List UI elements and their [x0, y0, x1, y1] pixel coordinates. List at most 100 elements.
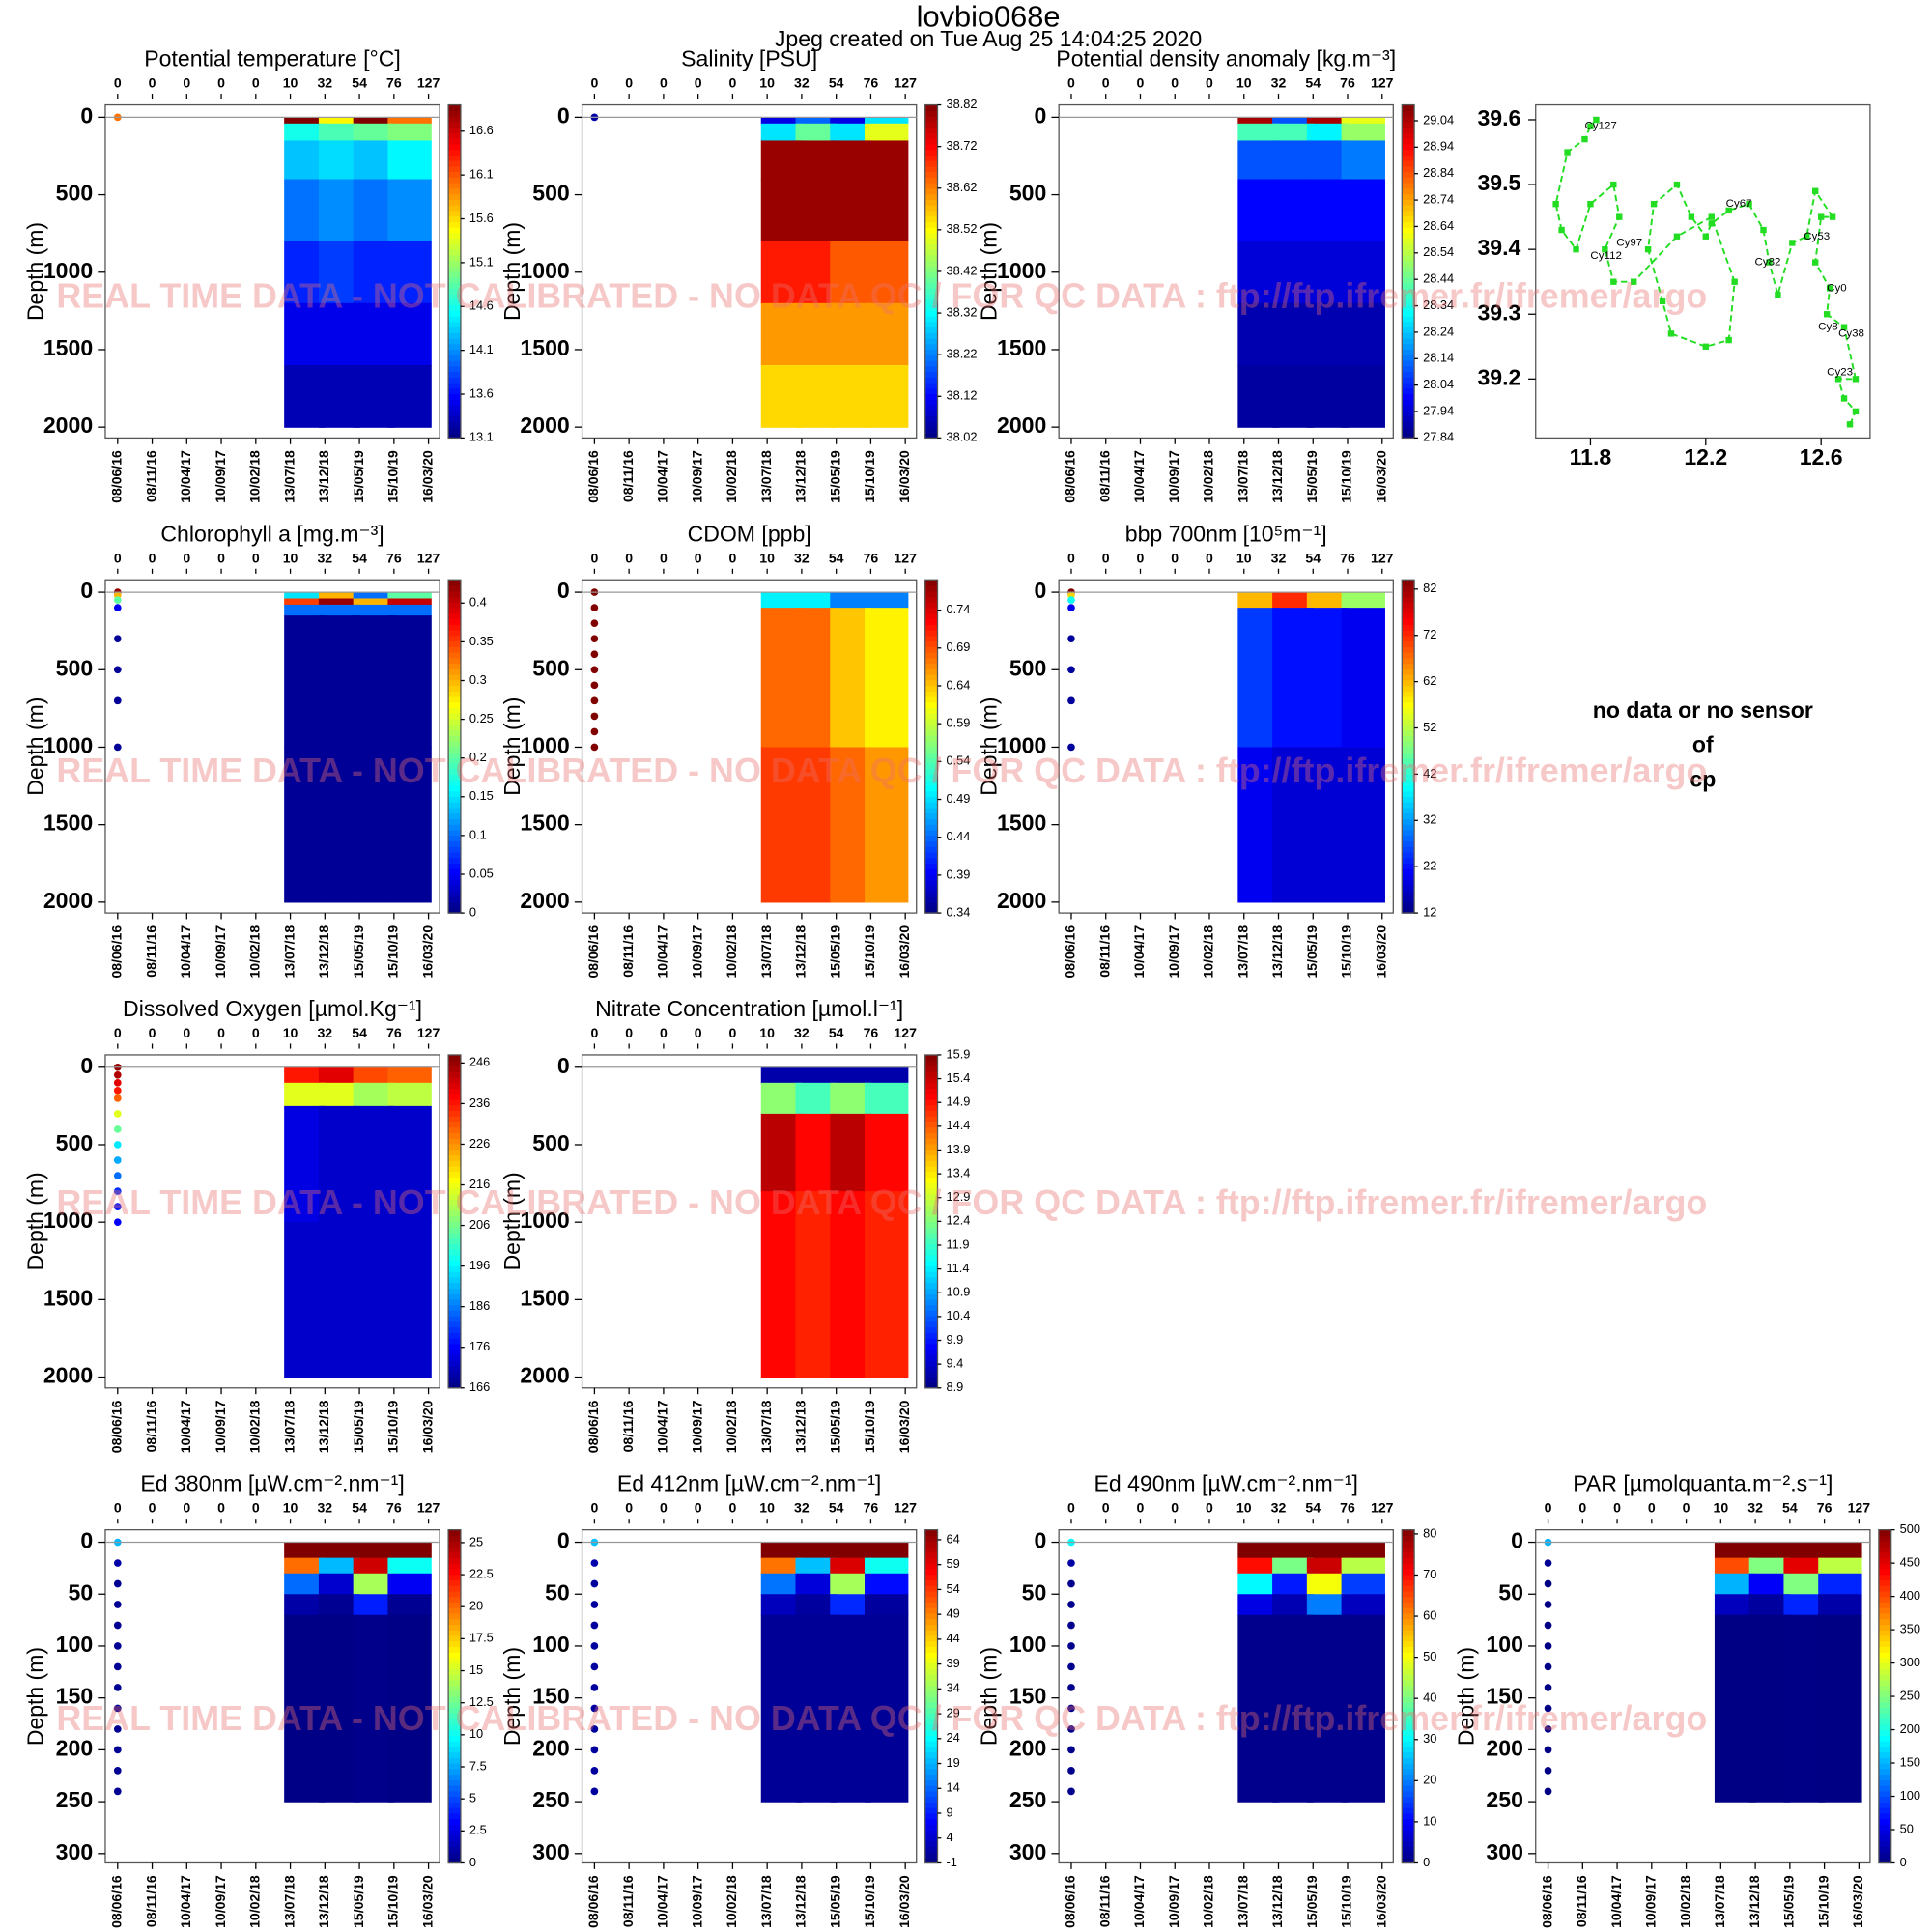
- colorbar-strip: [1878, 1590, 1891, 1598]
- profile-dot: [1544, 1725, 1552, 1733]
- heat-cell: [387, 1614, 432, 1803]
- heat-cell: [760, 592, 803, 609]
- colorbar-strip: [924, 310, 938, 317]
- colorbar-strip: [448, 1110, 461, 1117]
- heat-cell: [760, 365, 803, 428]
- date-label: 10/09/17: [213, 1875, 228, 1928]
- colorbar-strip: [924, 1779, 938, 1786]
- colorbar-strip: [1402, 1729, 1415, 1736]
- heat-cell: [1272, 140, 1314, 181]
- colorbar-strip: [1402, 818, 1415, 825]
- plot-frame: [104, 1054, 440, 1389]
- heat-cell: [1818, 1594, 1862, 1616]
- colorbar-strip: [1402, 1662, 1415, 1669]
- colorbar-label: 38.12: [946, 388, 977, 403]
- date-label: 10/02/18: [724, 450, 739, 503]
- colorbar-strip: [1402, 707, 1415, 714]
- heat-cell: [760, 1594, 803, 1616]
- cycle-label: 0: [695, 550, 702, 565]
- heat-cell: [830, 1191, 872, 1378]
- cycle-label: 0: [1171, 1500, 1179, 1516]
- colorbar-strip: [924, 266, 938, 272]
- cycle-label: 76: [1340, 75, 1355, 91]
- heat-cell: [318, 140, 360, 181]
- heat-cell: [865, 1614, 909, 1803]
- colorbar-strip: [1402, 410, 1415, 417]
- colorbar-strip: [448, 663, 461, 669]
- colorbar-strip: [924, 1088, 938, 1094]
- colorbar-strip: [1878, 1662, 1891, 1669]
- colorbar-strip: [448, 802, 461, 809]
- heat-cell: [387, 140, 432, 181]
- colorbar-strip: [1402, 735, 1415, 742]
- cycle-label: 54: [352, 75, 367, 91]
- colorbar-strip: [1402, 310, 1415, 317]
- colorbar-strip: [448, 1618, 461, 1625]
- colorbar-strip: [924, 1282, 938, 1289]
- colorbar-strip: [924, 873, 938, 881]
- colorbar-strip: [924, 1126, 938, 1134]
- colorbar-label: 11.4: [946, 1261, 969, 1275]
- colorbar-strip: [448, 160, 461, 167]
- colorbar-strip: [924, 349, 938, 355]
- colorbar-strip: [1402, 1557, 1415, 1564]
- colorbar-strip: [1402, 1607, 1415, 1614]
- heat-cell: [284, 1594, 326, 1616]
- heat-cell: [1341, 179, 1385, 242]
- colorbar-strip: [448, 1349, 461, 1355]
- colorbar-strip: [924, 602, 938, 609]
- date-label: 15/10/19: [1339, 925, 1354, 979]
- profile-dot: [1067, 1662, 1075, 1671]
- colorbar-label: 49: [946, 1606, 959, 1621]
- colorbar-strip: [924, 160, 938, 167]
- cycle-label: 0: [625, 1500, 633, 1516]
- colorbar-strip: [1402, 266, 1415, 272]
- heat-cell: [865, 1542, 909, 1559]
- profile-dot: [1544, 1787, 1552, 1796]
- colorbar-strip: [448, 205, 461, 212]
- profile-dot: [113, 1125, 122, 1133]
- colorbar-label: 20: [1423, 1773, 1436, 1787]
- colorbar-strip: [448, 377, 461, 384]
- colorbar-strip: [1402, 1719, 1415, 1725]
- colorbar-strip: [448, 1205, 461, 1211]
- date-label: 16/03/20: [896, 450, 912, 503]
- heat-cell: [1272, 241, 1314, 304]
- cycle-label: 0: [695, 75, 702, 91]
- colorbar-strip: [924, 1349, 938, 1355]
- track-point: [1789, 240, 1796, 246]
- heat-cell: [284, 117, 326, 125]
- colorbar-strip: [448, 673, 461, 681]
- colorbar-label: 236: [469, 1095, 490, 1110]
- track-point: [1616, 213, 1623, 220]
- cycle-label: 0: [149, 1500, 156, 1516]
- track-point: [1760, 226, 1767, 234]
- colorbar-strip: [448, 1602, 461, 1608]
- colorbar-strip: [448, 780, 461, 786]
- cycle-label: 0: [1648, 1500, 1656, 1516]
- colorbar-strip: [1878, 1723, 1891, 1731]
- colorbar-strip: [448, 1138, 461, 1145]
- heat-cell: [865, 140, 909, 181]
- colorbar-strip: [448, 1177, 461, 1183]
- colorbar-strip: [1402, 288, 1415, 295]
- date-label: 10/04/17: [655, 450, 670, 503]
- heat-cell: [318, 241, 360, 304]
- track-point: [1829, 213, 1836, 220]
- colorbar-strip: [1878, 1701, 1891, 1709]
- colorbar-strip: [1402, 618, 1415, 625]
- colorbar-strip: [1402, 327, 1415, 333]
- heat-cell: [865, 1191, 909, 1378]
- cycle-label: 0: [1102, 75, 1110, 91]
- profile-dot: [590, 1767, 599, 1775]
- heat-cell: [387, 1222, 432, 1378]
- colorbar-strip: [1402, 293, 1415, 300]
- heat-cell: [1783, 1542, 1826, 1559]
- heat-cell: [1237, 179, 1280, 242]
- colorbar-strip: [1402, 160, 1415, 167]
- heat-cell: [1818, 1573, 1862, 1595]
- colorbar-strip: [1402, 757, 1415, 764]
- profile-dot: [1067, 1642, 1075, 1650]
- colorbar-strip: [1402, 1652, 1415, 1659]
- x-tick-label: 12.6: [1800, 444, 1843, 469]
